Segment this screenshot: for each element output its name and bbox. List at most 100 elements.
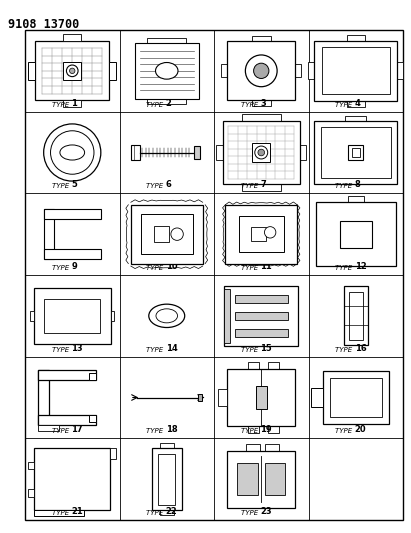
Text: TYPE: TYPE	[335, 102, 355, 108]
Text: 8: 8	[355, 180, 360, 189]
Bar	[227, 42, 295, 100]
Bar	[248, 426, 259, 433]
Bar	[34, 288, 111, 344]
Text: TYPE: TYPE	[241, 265, 260, 271]
Text: 20: 20	[355, 425, 366, 434]
Ellipse shape	[156, 309, 178, 323]
Bar	[348, 145, 363, 160]
Ellipse shape	[60, 145, 85, 160]
Bar	[224, 289, 230, 343]
Bar	[248, 362, 259, 369]
Bar	[148, 37, 186, 43]
Bar	[110, 448, 116, 459]
Circle shape	[258, 149, 265, 156]
Bar	[63, 62, 81, 80]
Bar	[135, 43, 199, 99]
Text: TYPE: TYPE	[241, 346, 260, 353]
Bar	[194, 147, 200, 159]
Circle shape	[44, 124, 101, 181]
Text: 5: 5	[71, 180, 77, 189]
Text: TYPE: TYPE	[241, 429, 260, 434]
Text: 18: 18	[166, 425, 178, 434]
Text: TYPE: TYPE	[335, 346, 355, 353]
Bar	[323, 371, 389, 424]
Bar	[346, 35, 365, 41]
Ellipse shape	[149, 304, 185, 327]
Text: TYPE: TYPE	[335, 429, 355, 434]
Bar	[198, 394, 202, 401]
Bar	[227, 369, 295, 426]
Bar	[316, 203, 396, 266]
Bar	[235, 295, 288, 303]
Bar	[38, 370, 96, 379]
Text: TYPE: TYPE	[146, 429, 166, 434]
Bar	[35, 42, 109, 100]
Bar	[38, 415, 96, 425]
Bar	[252, 227, 266, 241]
Bar	[321, 127, 391, 178]
Bar	[227, 450, 295, 508]
Bar	[111, 311, 115, 321]
Circle shape	[51, 131, 94, 174]
Bar	[152, 448, 182, 510]
Text: TYPE: TYPE	[52, 510, 71, 516]
Bar	[160, 510, 173, 515]
Text: TYPE: TYPE	[146, 102, 166, 108]
Text: TYPE: TYPE	[52, 346, 71, 353]
Circle shape	[69, 68, 75, 74]
Text: 13: 13	[71, 344, 83, 353]
Bar	[397, 62, 403, 79]
Bar	[63, 100, 81, 107]
Bar	[35, 510, 83, 516]
Circle shape	[255, 146, 268, 159]
Bar	[345, 116, 366, 120]
Bar	[314, 41, 397, 101]
Text: 1: 1	[71, 99, 77, 108]
Text: TYPE: TYPE	[146, 510, 166, 516]
Bar	[344, 286, 367, 345]
Text: 16: 16	[355, 344, 367, 353]
Text: 9108 13700: 9108 13700	[8, 18, 79, 31]
Text: 23: 23	[260, 507, 272, 516]
Bar	[28, 489, 35, 497]
Bar	[314, 120, 397, 184]
Bar	[339, 221, 372, 247]
Bar	[351, 148, 360, 157]
Bar	[235, 312, 288, 320]
Bar	[109, 62, 116, 79]
Text: 15: 15	[260, 344, 272, 353]
Bar	[154, 227, 169, 242]
Bar	[246, 444, 259, 450]
Bar	[28, 462, 35, 469]
Text: TYPE: TYPE	[335, 265, 355, 271]
Text: 19: 19	[260, 425, 272, 434]
Bar	[44, 298, 100, 333]
Bar	[38, 425, 59, 431]
Text: TYPE: TYPE	[52, 265, 71, 271]
Text: 3: 3	[260, 99, 266, 108]
Circle shape	[171, 228, 183, 240]
Bar	[131, 205, 203, 263]
Bar	[222, 120, 300, 184]
Bar	[30, 311, 34, 321]
Text: TYPE: TYPE	[52, 183, 71, 189]
Text: TYPE: TYPE	[146, 265, 166, 271]
Bar	[238, 463, 258, 495]
Bar	[265, 463, 285, 495]
Bar	[89, 415, 96, 422]
Bar	[312, 388, 323, 407]
Text: 21: 21	[71, 507, 83, 516]
Bar	[44, 209, 54, 260]
Text: 12: 12	[355, 262, 367, 271]
Text: 2: 2	[166, 99, 172, 108]
Bar	[44, 249, 101, 260]
Bar	[63, 34, 81, 42]
Bar	[160, 443, 173, 448]
Text: TYPE: TYPE	[241, 183, 260, 189]
Text: 7: 7	[260, 180, 266, 189]
Text: 9: 9	[71, 262, 77, 271]
Bar	[225, 205, 297, 263]
Text: 22: 22	[166, 507, 178, 516]
Bar	[308, 62, 314, 79]
Text: TYPE: TYPE	[241, 510, 260, 516]
